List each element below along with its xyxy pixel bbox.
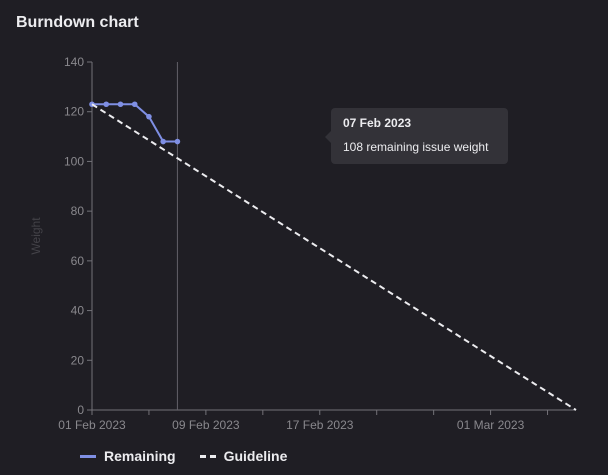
y-tick-label: 100	[64, 154, 84, 168]
legend-swatch-guideline	[199, 454, 216, 458]
series-line-guideline	[91, 103, 577, 411]
x-axis: 01 Feb 2023 09 Feb 2023 17 Feb 2023 01 Mar …	[58, 409, 576, 432]
legend-item-remaining[interactable]: Remaining	[80, 448, 176, 464]
data-point-remaining	[117, 101, 124, 108]
legend-item-guideline[interactable]: Guideline	[199, 448, 288, 464]
series	[89, 101, 577, 411]
y-tick-label: 0	[77, 403, 84, 417]
data-point-remaining	[146, 113, 152, 120]
series-line-remaining	[92, 103, 178, 143]
x-tick-label: 17 Feb 2023	[286, 418, 354, 432]
chart-legend: Remaining Guideline	[80, 448, 287, 464]
y-axis: 0 20 40 60 80 100 120 140	[64, 55, 93, 417]
tooltip-value: 108 remaining issue weight	[343, 140, 489, 154]
chart-title: Burndown chart	[16, 14, 139, 31]
y-tick-label: 20	[71, 353, 85, 367]
y-tick-label: 60	[71, 254, 85, 268]
legend-label-remaining: Remaining	[104, 448, 176, 464]
data-point-remaining	[103, 101, 110, 108]
x-tick-label: 09 Feb 2023	[172, 418, 240, 432]
y-tick-label: 40	[71, 304, 85, 318]
y-axis-label: Weight	[29, 217, 43, 255]
y-tick-label: 80	[71, 204, 85, 218]
tooltip-date: 07 Feb 2023	[343, 116, 412, 130]
y-tick-label: 120	[64, 105, 84, 119]
data-point-remaining	[131, 101, 138, 108]
legend-swatch-remaining	[80, 454, 96, 458]
data-tooltip: 07 Feb 2023 108 remaining issue weight	[325, 108, 508, 164]
legend-label-guideline: Guideline	[223, 448, 288, 464]
y-tick-label: 140	[64, 55, 84, 69]
x-tick-label: 01 Mar 2023	[457, 418, 525, 432]
x-tick-label: 01 Feb 2023	[58, 418, 126, 432]
data-point-remaining	[174, 138, 181, 145]
data-point-remaining	[160, 138, 166, 145]
